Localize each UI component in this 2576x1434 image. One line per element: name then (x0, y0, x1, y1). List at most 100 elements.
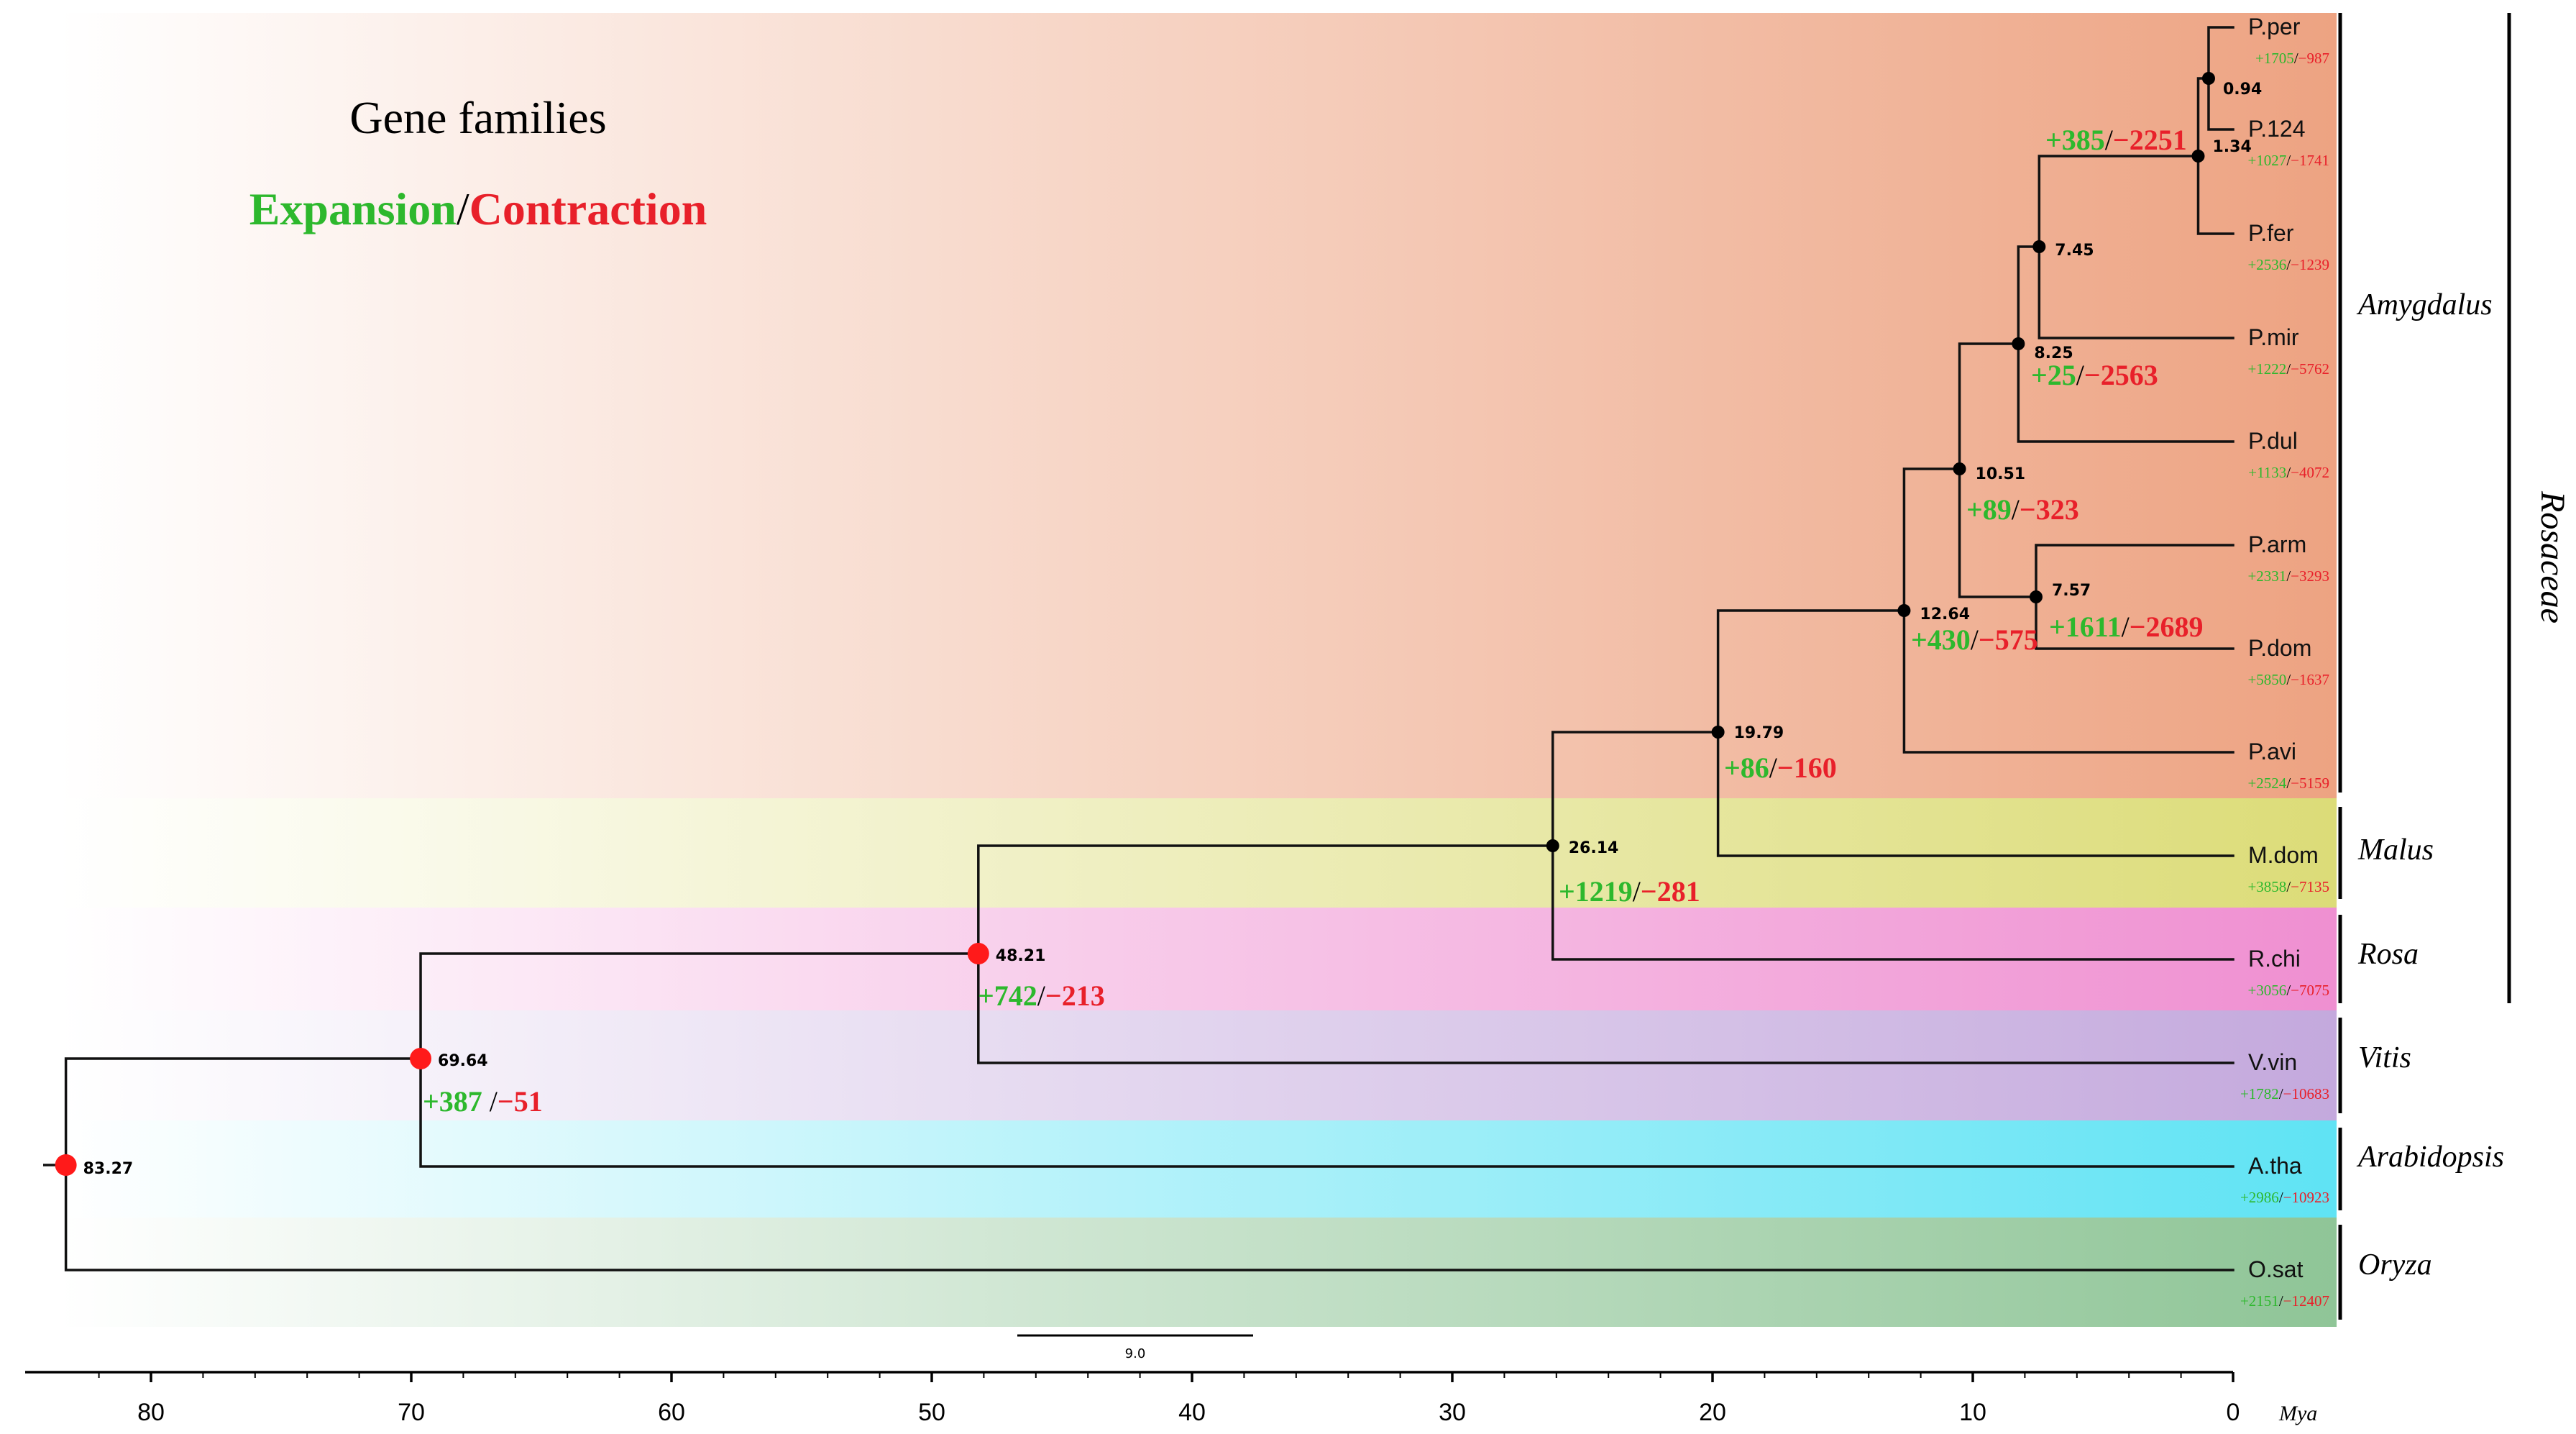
branch-0.94-to-P.124 (2207, 77, 2234, 131)
expansion-value: +1133 (2248, 464, 2286, 481)
background-band-oryza (59, 1218, 2337, 1327)
contraction-value: −5762 (2291, 360, 2329, 378)
contraction-value: −323 (2020, 493, 2079, 526)
branch-83.27-to-69.64 (64, 1057, 422, 1166)
branch-48.21-to-26.14 (977, 844, 1554, 955)
expansion-value: +387 (423, 1085, 490, 1118)
expansion-value: +3858 (2247, 878, 2286, 895)
contraction-value: −1239 (2291, 256, 2329, 273)
background-band-malus (59, 798, 2337, 908)
slash: / (2122, 611, 2130, 643)
axis-tick-label: 10 (1959, 1399, 1986, 1426)
slash: / (2286, 567, 2291, 585)
branch-change-label: +742/−213 (978, 979, 1105, 1012)
branch-change-label: +89/−323 (1966, 493, 2079, 526)
slash: / (2286, 152, 2291, 169)
branch-change-label: +1611/−2689 (2049, 611, 2204, 643)
axis-tick-label: 70 (398, 1399, 425, 1426)
slash: / (2279, 1085, 2283, 1102)
expansion-value: +89 (1966, 493, 2012, 526)
branch-12.64-to-P.avi (1902, 609, 2234, 754)
branch-change-label: +1219/−281 (1559, 875, 1700, 908)
expansion-value: +1705 (2255, 50, 2294, 67)
branch-12.64-to-10.51 (1902, 467, 1961, 612)
node-dot-19.79 (1711, 726, 1725, 739)
branch-69.64-to-A.tha (419, 1057, 2234, 1168)
node-dot-12.64 (1897, 604, 1911, 617)
slash: / (2279, 1189, 2283, 1206)
expansion-value: +1219 (1559, 875, 1633, 908)
node-dot-1.34 (2191, 150, 2205, 163)
slash: / (2286, 775, 2291, 792)
expansion-value: +385 (2045, 124, 2105, 156)
node-age-label: 0.94 (2223, 81, 2262, 99)
background-band-arabidopsis (59, 1120, 2337, 1218)
slash: / (1037, 979, 1046, 1012)
branch-change-label: +430/−575 (1911, 624, 2038, 656)
slash: / (2286, 256, 2291, 273)
slash: / (2012, 493, 2020, 526)
node-dot-26.14 (1546, 839, 1559, 852)
branch-26.14-to-R.chi (1551, 844, 2234, 961)
slash: / (1633, 875, 1641, 908)
node-dot-83.27 (55, 1154, 77, 1176)
node-age-label: 8.25 (2034, 344, 2073, 362)
tip-change-label: +2151/−12407 (2240, 1292, 2329, 1310)
tip-change-label: +1133/−4072 (2248, 464, 2329, 481)
background-band-rosaceae (59, 13, 2337, 798)
contraction-value: −3293 (2291, 567, 2329, 585)
slash: / (2286, 360, 2291, 378)
tip-change-label: +5850/−1637 (2247, 671, 2329, 688)
expansion-value: +2986 (2240, 1189, 2279, 1206)
expansion-value: +1222 (2247, 360, 2286, 378)
branch-7.45-to-1.34 (2038, 155, 2200, 248)
legend-title: Gene families (349, 92, 606, 143)
expansion-value: +2536 (2247, 256, 2286, 273)
branch-7.57-to-P.dom (2035, 595, 2234, 650)
contraction-value: −7075 (2291, 982, 2329, 999)
node-age-label: 7.57 (2052, 582, 2091, 600)
node-age-label: 10.51 (1976, 465, 2026, 483)
axis-unit-label: Mya (2278, 1402, 2317, 1425)
scale-bar-label: 9.0 (1125, 1346, 1146, 1361)
tip-label: P.arm (2248, 531, 2306, 557)
slash: / (2076, 359, 2085, 391)
node-dot-7.57 (2029, 590, 2043, 603)
tree-branches (64, 26, 2234, 1271)
slash: / (2294, 50, 2298, 67)
family-label: Rosaceae (2534, 490, 2572, 624)
tip-change-label: +1027/−1741 (2247, 152, 2329, 169)
expansion-value: +430 (1911, 624, 1971, 656)
tip-change-label: +2331/−3293 (2247, 567, 2329, 585)
branch-7.45-to-P.mir (2038, 245, 2234, 339)
contraction-value: −10923 (2283, 1189, 2329, 1206)
tip-label: M.dom (2248, 842, 2319, 868)
tip-label: P.fer (2248, 220, 2294, 246)
slash: / (2286, 982, 2291, 999)
branch-19.79-to-M.dom (1716, 731, 2234, 857)
node-dot-10.51 (1953, 462, 1966, 475)
tip-label: P.avi (2248, 739, 2296, 764)
axis-tick-label: 80 (137, 1399, 165, 1426)
contraction-value: −987 (2298, 50, 2329, 67)
expansion-value: +2524 (2247, 775, 2286, 792)
slash: / (2286, 878, 2291, 895)
branch-change-label: +25/−2563 (2031, 359, 2158, 391)
tip-label: P.dom (2248, 635, 2311, 661)
tip-change-label: +2536/−1239 (2247, 256, 2329, 273)
contraction-value: −281 (1641, 875, 1700, 908)
clade-label-oryza: Oryza (2358, 1248, 2432, 1282)
branch-19.79-to-12.64 (1716, 609, 1906, 734)
node-dot-7.45 (2032, 240, 2046, 253)
node-dot-69.64 (410, 1048, 432, 1069)
branch-0.94-to-P.per (2207, 26, 2234, 80)
tip-change-label: +2986/−10923 (2240, 1189, 2329, 1206)
contraction-value: −1741 (2291, 152, 2329, 169)
legend-expansion: Expansion (249, 183, 457, 234)
axis-tick-label: 20 (1699, 1399, 1726, 1426)
tip-change-label: +1782/−10683 (2240, 1085, 2329, 1102)
contraction-value: −51 (498, 1085, 543, 1118)
branch-change-label: +387 /−51 (423, 1085, 543, 1118)
contraction-value: −2689 (2130, 611, 2204, 643)
